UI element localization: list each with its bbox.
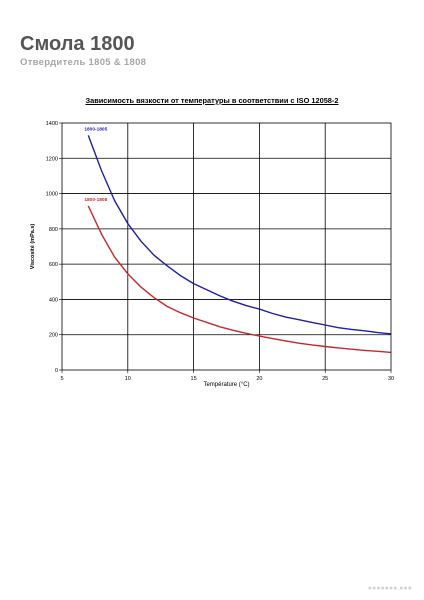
x-axis-label: Température (°C) [203, 382, 249, 388]
series-line-1800-1808 [87, 205, 392, 354]
x-tick-label: 15 [191, 376, 197, 382]
document-subtitle: Отвердитель 1805 & 1808 [20, 57, 147, 68]
y-tick-label: 200 [49, 333, 58, 339]
chart-title: Зависимость вязкости от температуры в со… [85, 96, 339, 105]
x-tick-label: 5 [60, 376, 63, 382]
plot-area [62, 123, 391, 370]
series-layer: 1800-1805 1800-1808 [84, 126, 392, 354]
y-tick-label: 800 [49, 227, 58, 233]
document-title: Смола 1800 [20, 33, 135, 55]
y-tick-label: 1400 [46, 121, 58, 127]
y-tick-label: 600 [49, 262, 58, 268]
series-label-1800-1808: 1800-1808 [84, 197, 107, 203]
y-tick-label: 0 [55, 368, 58, 374]
grid-lines [62, 123, 391, 370]
series-label-1800-1805: 1800-1805 [84, 126, 107, 132]
y-tick-label: 400 [49, 297, 58, 303]
x-tick-label: 25 [322, 376, 328, 382]
x-tick-label: 30 [388, 376, 394, 382]
plot-frame [61, 122, 392, 371]
watermark: ●●●●●●●.●●● [367, 585, 412, 592]
axis-ticks: 5 10 15 20 25 30 0 200 400 600 800 1000 1200 1400 [46, 121, 394, 382]
series-line-1800-1805 [87, 135, 392, 335]
x-tick-label: 20 [256, 376, 262, 382]
y-axis-label: Viscosité (mPa.s) [30, 224, 36, 270]
x-tick-label: 10 [125, 376, 131, 382]
y-tick-label: 1200 [46, 156, 58, 162]
y-tick-label: 1000 [46, 192, 58, 198]
